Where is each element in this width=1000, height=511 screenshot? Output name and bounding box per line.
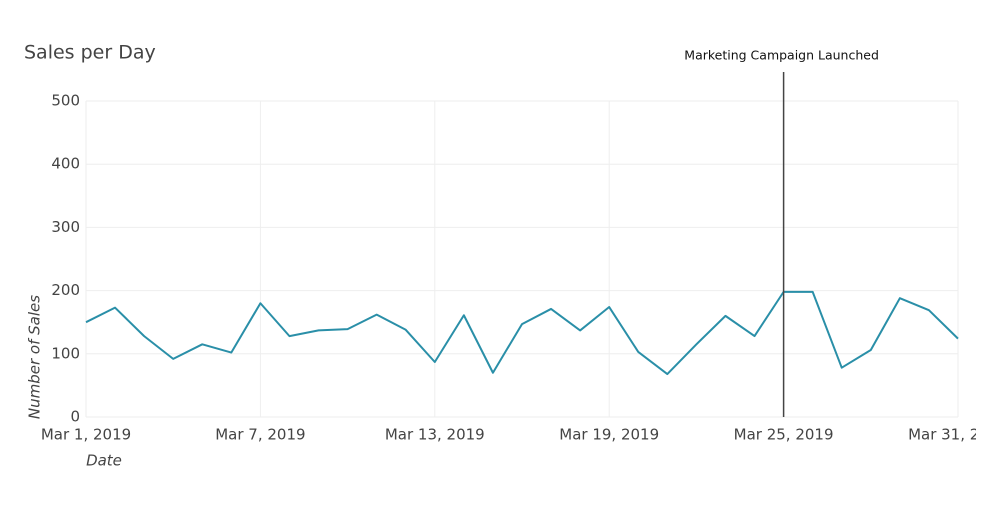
x-tick-label: Mar 19, 2019: [559, 426, 659, 444]
annotation-text: Marketing Campaign Launched: [684, 48, 879, 63]
y-tick-label: 500: [51, 92, 80, 110]
x-tick-label: Mar 1, 2019: [41, 426, 131, 444]
y-axis-label: Number of Sales: [26, 295, 44, 419]
line-series: [85, 290, 959, 376]
grid: [85, 100, 959, 418]
y-tick-label: 400: [51, 155, 80, 173]
y-tick-label: 200: [51, 281, 80, 299]
x-axis-label: Date: [86, 452, 122, 470]
chart-title: Sales per Day: [24, 42, 156, 64]
plot: Marketing Campaign Launched: [85, 48, 959, 417]
x-tick-label: Mar 7, 2019: [215, 426, 305, 444]
y-tick-label: 100: [51, 344, 80, 362]
ticks: 0 100 200 300 400 500 Mar 1, 2019 Mar 7, 2019 Ma…: [41, 92, 1000, 444]
x-tick-label: Mar 13, 2019: [385, 426, 485, 444]
y-tick-label: 300: [51, 218, 80, 236]
x-tick-label: Mar 25, 2019: [734, 426, 834, 444]
x-tick-label: Mar 31, 2019: [908, 426, 1000, 444]
y-tick-label: 0: [70, 408, 80, 426]
